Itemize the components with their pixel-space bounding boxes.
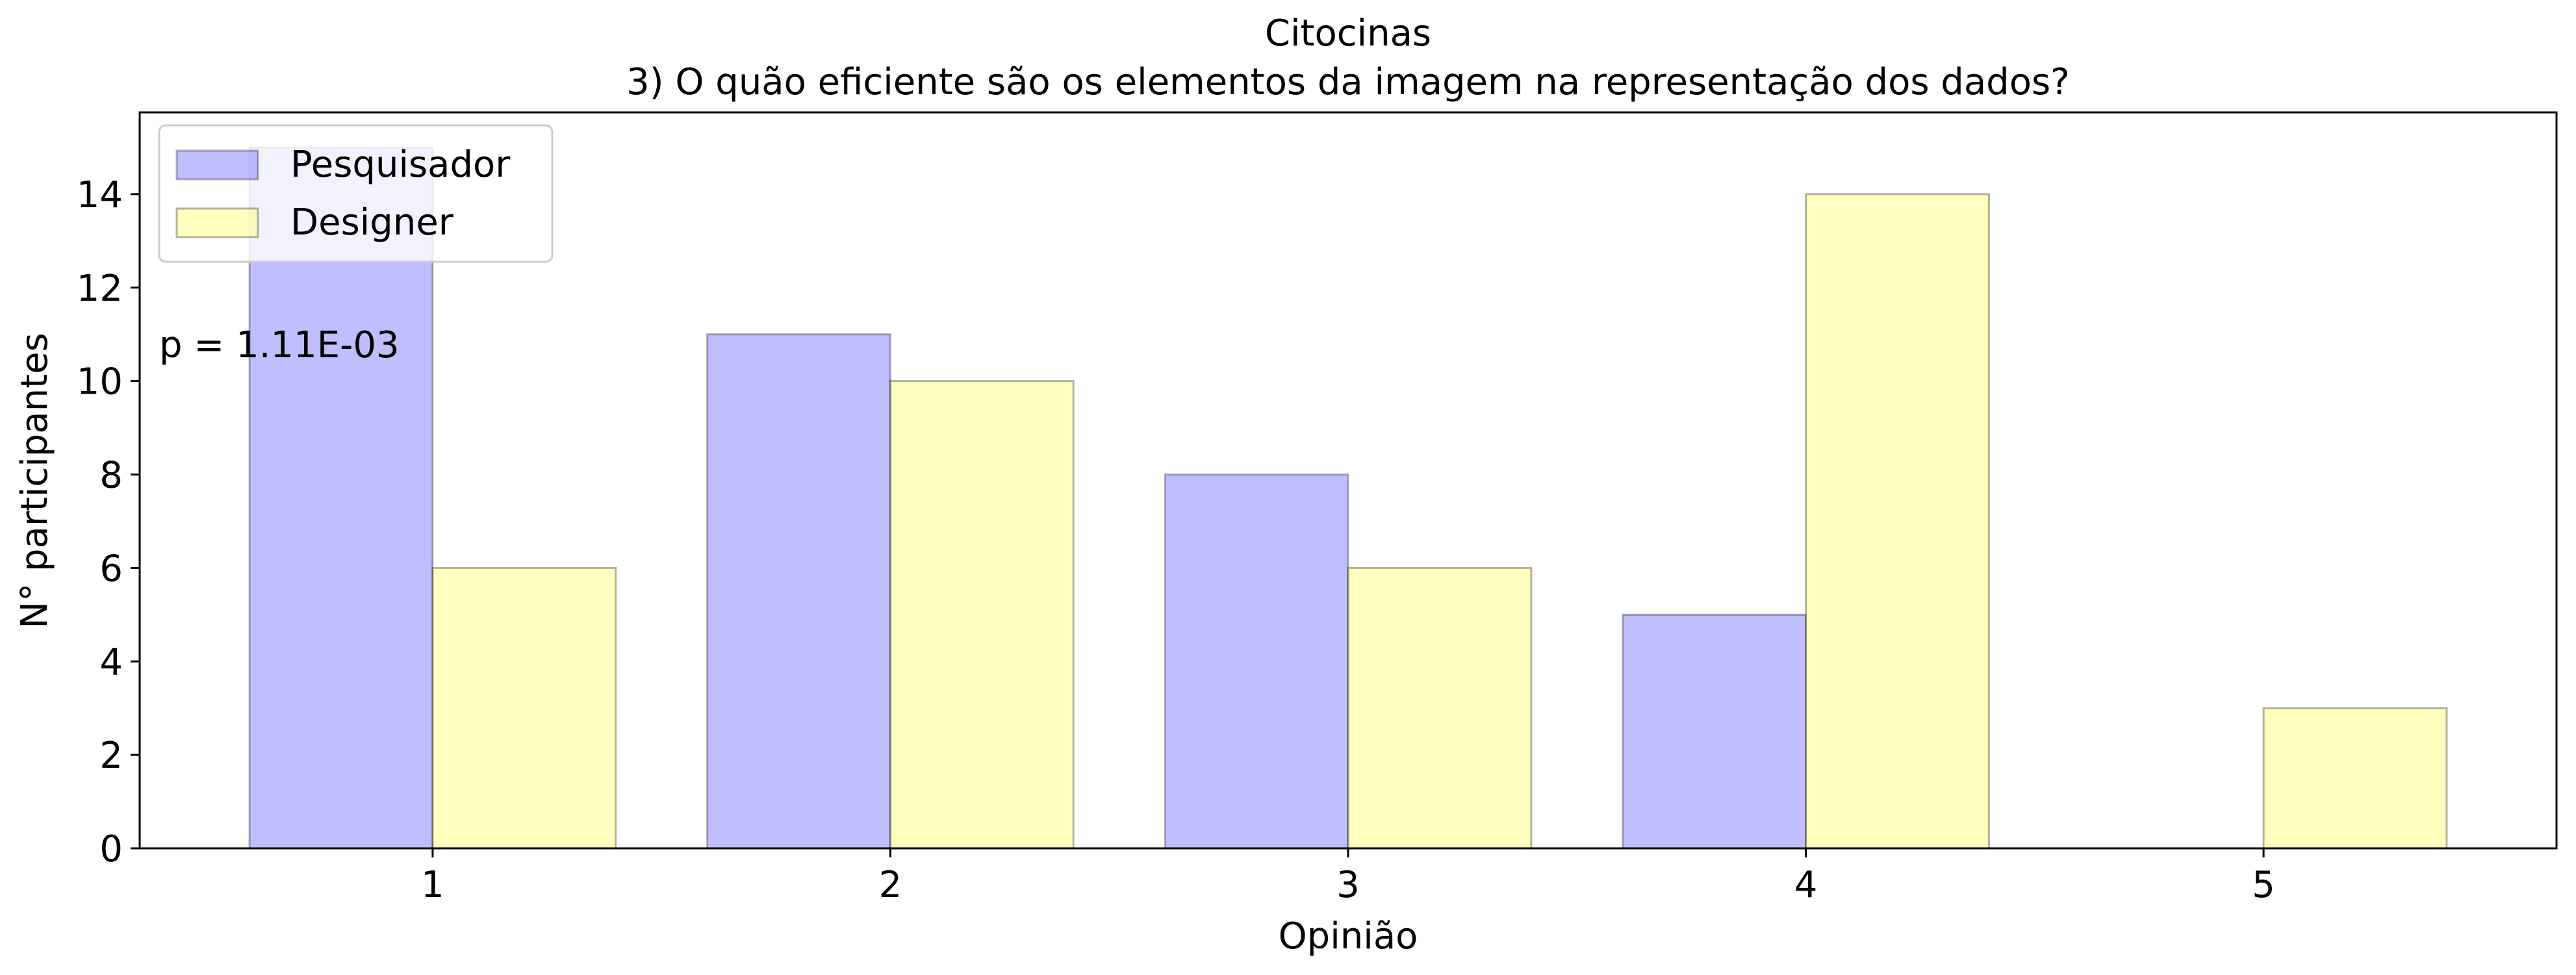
x-tick-label: 4 xyxy=(1794,864,1818,906)
legend-swatch-designer xyxy=(175,207,259,238)
bar-designer-5 xyxy=(2262,707,2448,850)
x-tick-label: 5 xyxy=(2252,864,2275,906)
y-axis-label: N° participantes xyxy=(14,333,56,628)
legend-label-pesquisador: Pesquisador xyxy=(290,144,511,186)
legend-swatch-pesquisador xyxy=(175,149,259,181)
bar-pesquisador-1 xyxy=(248,146,434,850)
bar-designer-3 xyxy=(1347,566,1533,850)
y-tick-label: 10 xyxy=(77,361,123,403)
bar-designer-4 xyxy=(1805,193,1990,850)
y-tick-label: 0 xyxy=(99,828,123,870)
x-tick-label: 2 xyxy=(879,864,902,906)
legend-label-designer: Designer xyxy=(290,201,454,244)
bar-designer-1 xyxy=(431,566,617,850)
y-axis-ticks: 0 2 4 6 8 10 12 14 xyxy=(77,174,140,870)
bar-pesquisador-3 xyxy=(1164,474,1349,850)
bar-pesquisador-4 xyxy=(1622,613,1807,850)
y-tick-label: 6 xyxy=(99,548,123,590)
y-tick-label: 4 xyxy=(99,641,123,683)
x-tick-label: 3 xyxy=(1336,864,1360,906)
y-tick-label: 12 xyxy=(77,268,123,310)
chart-subtitle: 3) O quão eficiente são os elementos da … xyxy=(626,61,2070,103)
bar-designer-2 xyxy=(889,380,1075,850)
bar-pesquisador-2 xyxy=(706,333,891,850)
y-tick-label: 8 xyxy=(99,455,123,497)
x-axis-label: Opinião xyxy=(1279,915,1418,957)
y-tick-label: 14 xyxy=(77,174,123,216)
y-tick-label: 2 xyxy=(99,735,123,777)
bars-layer xyxy=(248,146,2448,850)
x-tick-label: 1 xyxy=(421,864,444,906)
x-axis-ticks: 1 2 3 4 5 xyxy=(421,848,2275,906)
p-value-annotation: p = 1.11E-03 xyxy=(159,324,400,366)
legend: Pesquisador Designer xyxy=(158,124,554,263)
chart-title: Citocinas xyxy=(1265,12,1431,55)
